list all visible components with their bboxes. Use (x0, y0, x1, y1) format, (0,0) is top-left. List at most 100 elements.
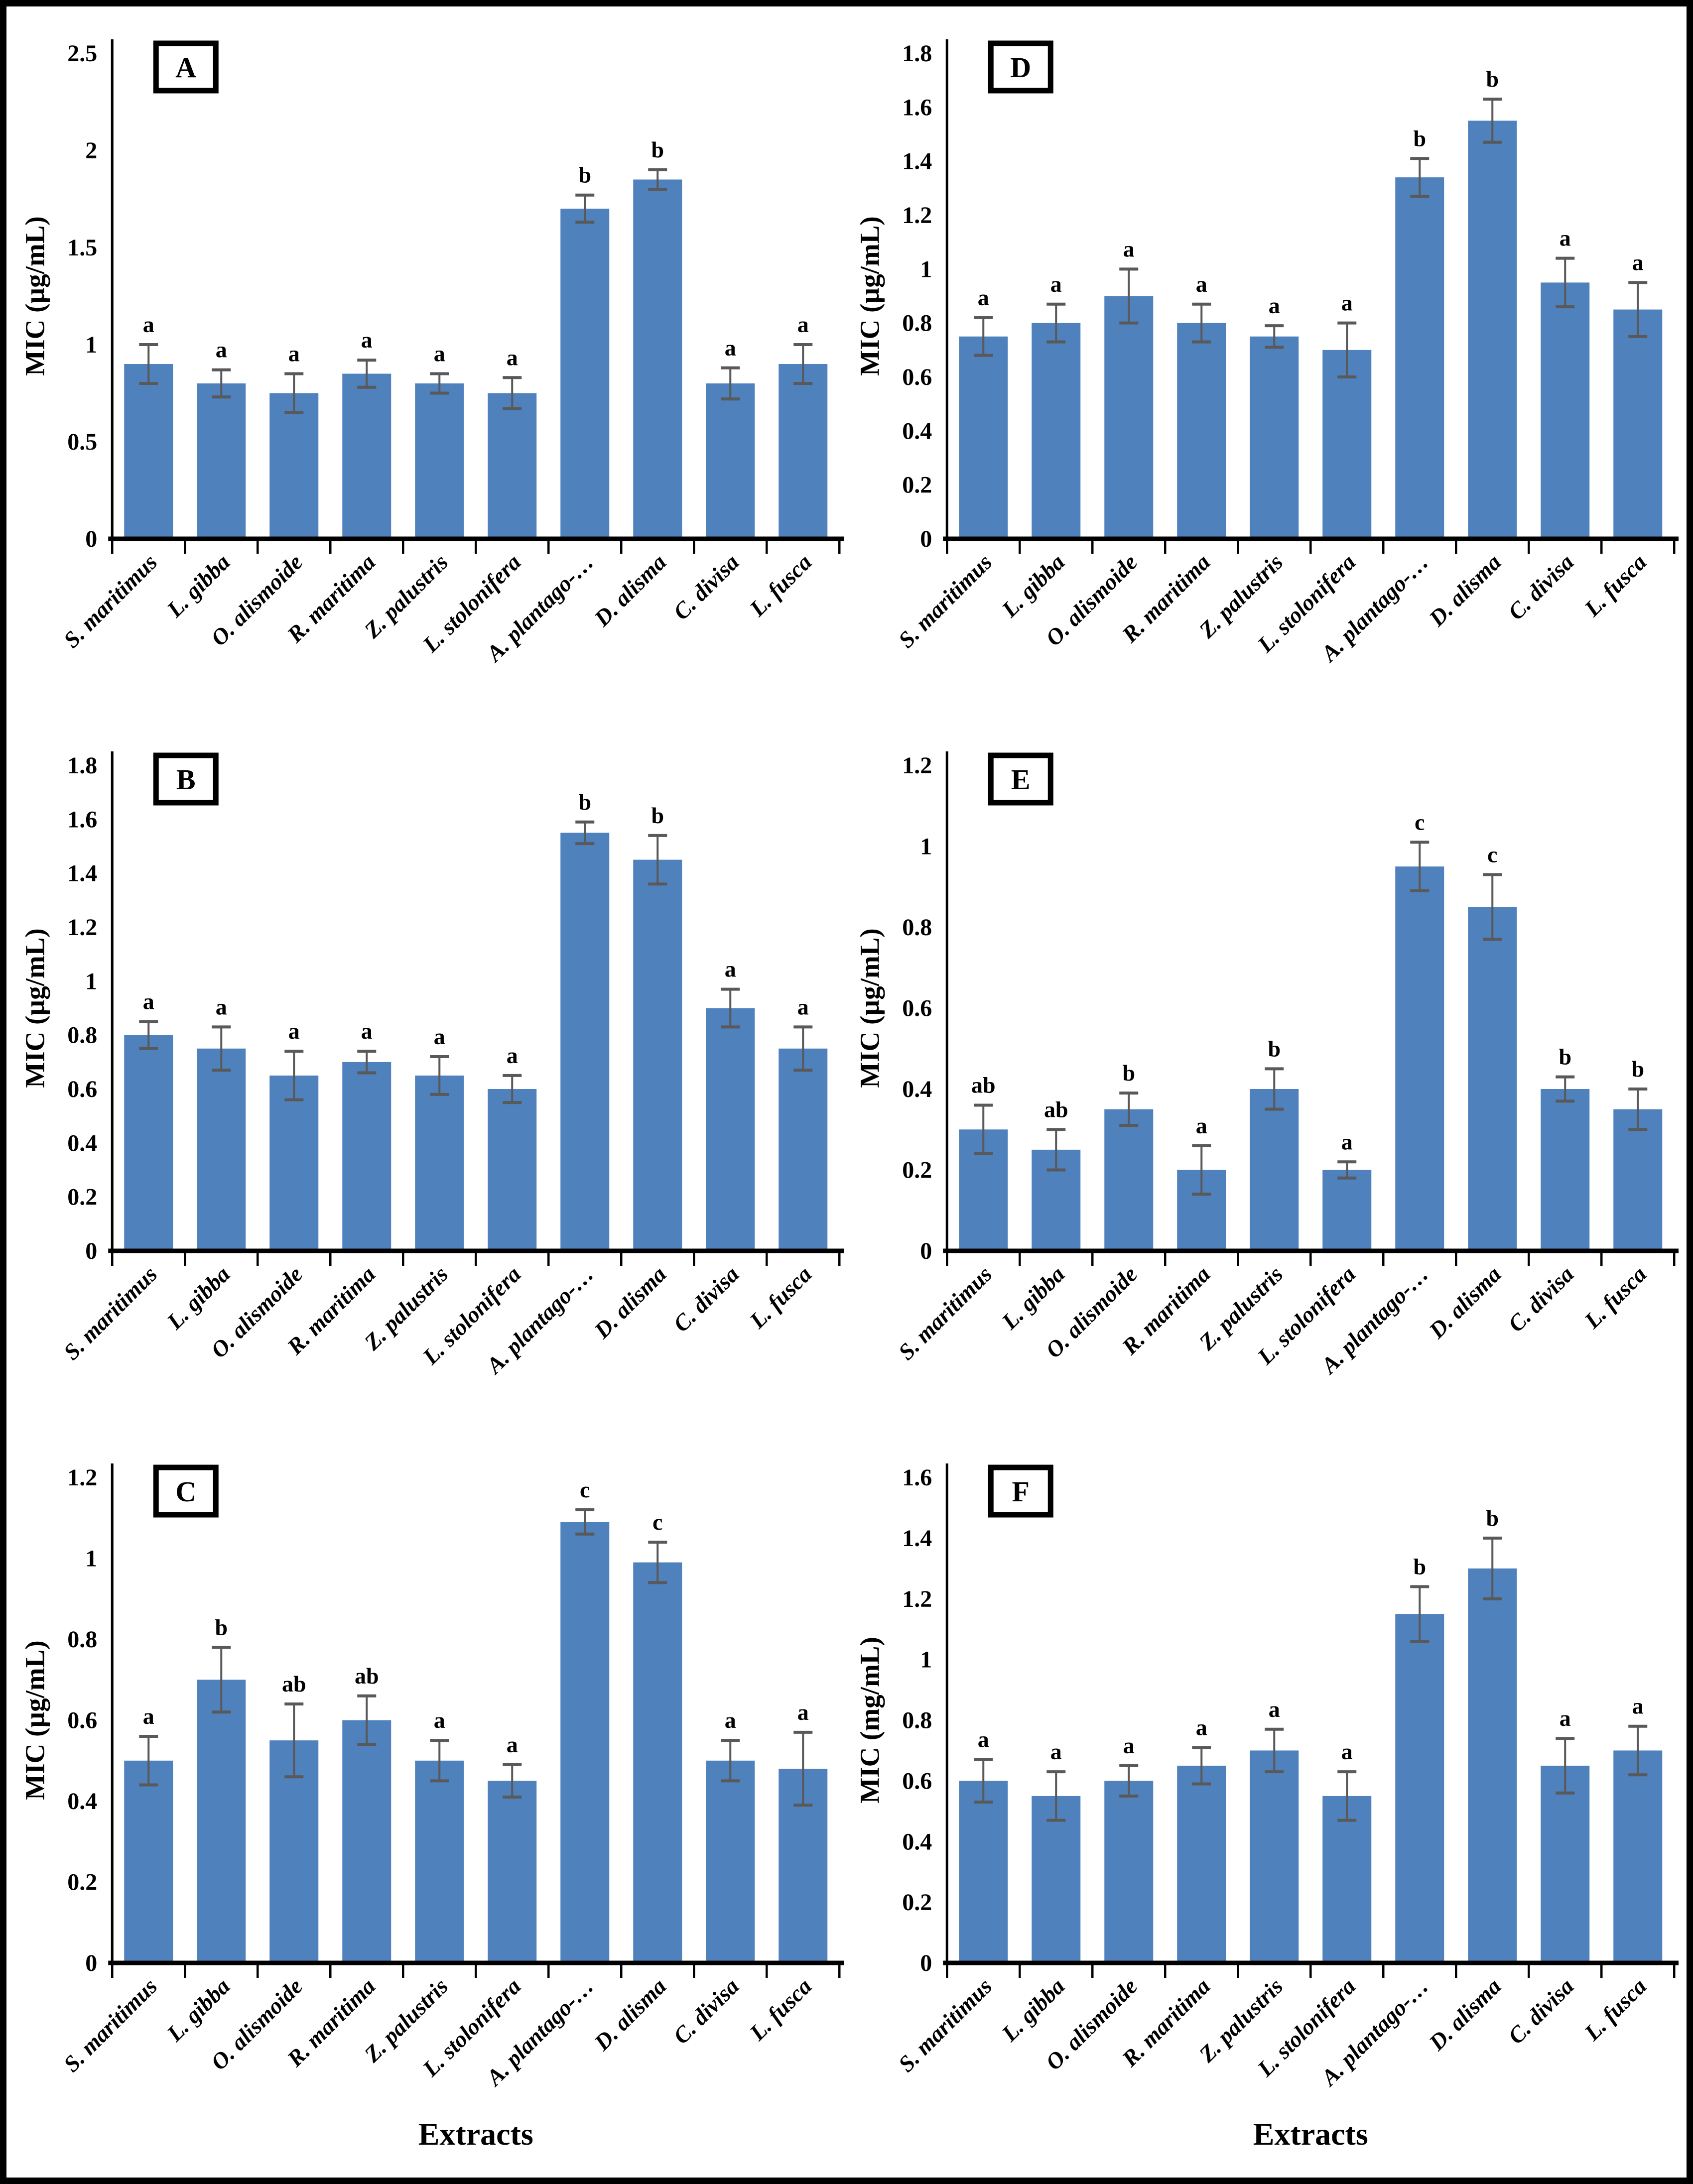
bar (197, 383, 246, 539)
bar (488, 1089, 537, 1251)
y-tick-label: 1.6 (67, 806, 97, 833)
bar (1249, 1089, 1299, 1251)
sig-letter: ab (1043, 1096, 1068, 1122)
sig-letter: ab (971, 1073, 995, 1098)
sig-letter: a (977, 285, 989, 310)
bar (706, 1008, 755, 1251)
sig-letter: a (143, 1703, 154, 1729)
sig-letter: b (1486, 66, 1499, 92)
bar (415, 1075, 464, 1251)
panel-label-box (988, 40, 1053, 94)
panel-label-box (988, 1464, 1053, 1518)
sig-letter: b (1413, 125, 1426, 151)
x-tick-label: L. gibba (161, 1261, 235, 1335)
x-tick-label: L. fusca (744, 549, 816, 621)
sig-letter: a (507, 1043, 518, 1068)
y-tick-label: 1.4 (67, 860, 97, 887)
y-tick-label: 0 (920, 526, 932, 552)
bar (1540, 1089, 1589, 1251)
bar (124, 1035, 173, 1251)
y-tick-label: 0.8 (902, 1707, 932, 1734)
sig-letter: b (1486, 1505, 1499, 1531)
sig-letter: a (434, 1024, 445, 1049)
x-tick-label: L. gibba (161, 549, 235, 622)
y-tick-label: 0.2 (67, 1184, 97, 1211)
bar (706, 1760, 755, 1963)
bar (342, 1062, 391, 1251)
bar (560, 833, 610, 1251)
sig-letter: b (578, 789, 591, 815)
y-tick-label: 0.6 (67, 1076, 97, 1102)
bar (779, 364, 828, 539)
y-tick-label: 1.5 (67, 235, 97, 261)
bar (633, 179, 682, 539)
x-tick-label: L. fusca (1579, 1973, 1651, 2046)
bar (1467, 1568, 1517, 1963)
panel-label: D (1010, 51, 1031, 84)
y-tick-label: 0.8 (902, 310, 932, 337)
y-tick-label: 1 (85, 968, 97, 994)
bar (197, 1048, 246, 1251)
y-tick-label: 0 (920, 1950, 932, 1976)
x-tick-label: L. fusca (1579, 549, 1651, 621)
y-axis-title: MIC (µg/mL) (19, 216, 50, 375)
y-tick-label: 1.6 (902, 1464, 932, 1491)
bar (1176, 323, 1226, 539)
sig-letter: a (434, 1707, 445, 1733)
chart-F: 0 0.2 0.4 0.6 0.8 1 1.2 1.4 1.6 MIC (mg/mL) a a a a a a… (854, 1463, 1679, 2152)
sig-letter: a (1050, 271, 1061, 297)
x-tick-label: S. maritimus (59, 1973, 162, 2077)
sig-letter: a (977, 1727, 989, 1752)
bar (1540, 282, 1589, 539)
y-tick-label: 1.6 (902, 94, 932, 121)
sig-letter: a (288, 1018, 300, 1044)
y-tick-label: 1 (85, 1546, 97, 1572)
x-tick-label: C. divisa (1503, 1973, 1578, 2049)
sig-letter: b (1631, 1056, 1644, 1082)
x-tick-label: L. gibba (996, 1261, 1069, 1335)
bar (269, 1075, 319, 1251)
bar (1104, 296, 1153, 539)
bar (958, 1781, 1008, 1963)
y-tick-label: 1.2 (902, 752, 932, 779)
y-tick-label: 0.4 (67, 1788, 97, 1815)
sig-letter: a (1268, 293, 1280, 318)
y-tick-label: 2.5 (67, 40, 97, 67)
x-tick-label: L. fusca (744, 1261, 816, 1334)
y-tick-label: 1.8 (902, 40, 932, 67)
x-tick-label: D. alisma (589, 1973, 671, 2056)
sig-letter: a (725, 335, 736, 361)
bar (1322, 350, 1371, 539)
sig-letter: b (1559, 1044, 1571, 1070)
y-axis-title: MIC (µg/mL) (19, 1640, 50, 1800)
sig-letter: b (651, 803, 664, 828)
bar (1395, 177, 1444, 539)
sig-letter: a (507, 345, 518, 370)
y-tick-label: 0.6 (902, 364, 932, 390)
sig-letter: a (1341, 290, 1352, 316)
y-tick-label: 0 (920, 1238, 932, 1264)
bar (197, 1680, 246, 1963)
y-tick-label: 0.6 (67, 1707, 97, 1734)
bar (342, 373, 391, 539)
sig-letter: b (578, 162, 591, 188)
panel-label: A (175, 51, 196, 84)
chart-panel-b: 0 0.2 0.4 0.6 0.8 1 1.2 1.4 1.6 1.8 MIC (µg/mL) a a a… (14, 726, 844, 1438)
sig-letter: a (1559, 1705, 1570, 1731)
sig-letter: a (1632, 1694, 1643, 1719)
bar (1395, 1614, 1444, 1963)
x-tick-label: C. divisa (668, 1261, 744, 1337)
bar (1467, 907, 1517, 1251)
bar (1613, 309, 1662, 539)
sig-letter: a (1341, 1739, 1352, 1764)
y-tick-label: 0.6 (902, 1768, 932, 1794)
bar (415, 383, 464, 539)
y-tick-label: 2 (85, 137, 97, 164)
y-tick-label: 1.2 (67, 1464, 97, 1491)
panel-label: F (1012, 1475, 1029, 1508)
y-tick-label: 1.8 (67, 752, 97, 779)
sig-letter: a (1050, 1739, 1061, 1764)
charts-grid: 0 0.5 1 1.5 2 2.5 MIC (µg/mL) a a a a a a b b a a S. mari… (14, 13, 1679, 2170)
